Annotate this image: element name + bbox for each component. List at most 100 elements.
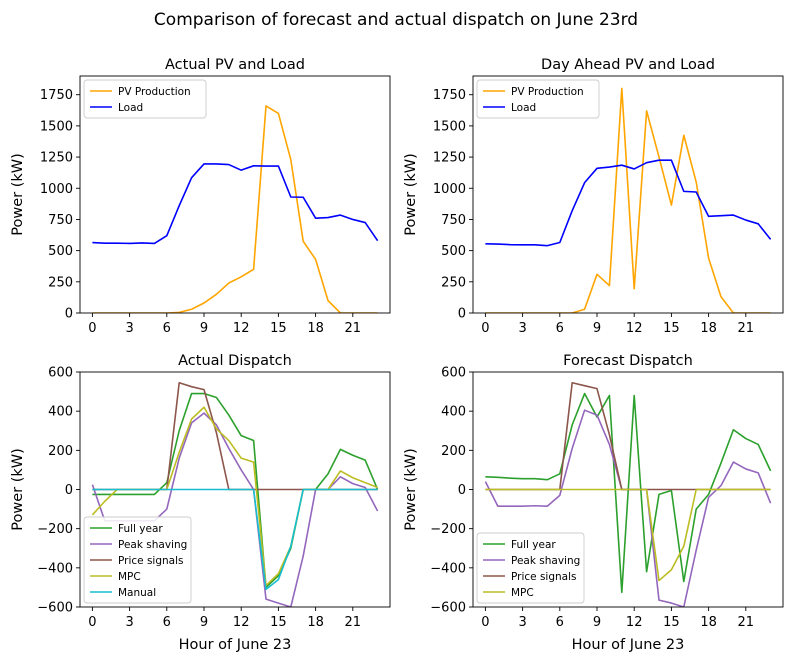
forecast-dispatch-ytick-label: 200 xyxy=(441,444,466,459)
actual-dispatch-legend-box xyxy=(83,516,192,604)
actual-dispatch-title: Actual Dispatch xyxy=(178,353,292,369)
actual-dispatch-chart: Actual Dispatch 0 3 6 9 12 15 18 21 −600 −400 −200 0… xyxy=(10,353,391,653)
actual-dispatch-ytick-label: −400 xyxy=(37,561,73,576)
day-ahead-pv-load-legend-label: Load xyxy=(511,102,536,114)
day-ahead-pv-load-ytick-label: 0 xyxy=(458,307,466,322)
forecast-dispatch-xtick-label: 15 xyxy=(663,615,680,630)
actual-pv-load-xtick-label: 6 xyxy=(163,321,171,336)
actual-pv-load-ylabel: Power (kW) xyxy=(10,153,26,236)
actual-pv-load-xtick-label: 18 xyxy=(307,321,324,336)
day-ahead-pv-load-chart: Day Ahead PV and Load 0 3 6 9 12 15 18 21 0 250 500… xyxy=(403,57,784,336)
actual-dispatch-ylabel: Power (kW) xyxy=(10,448,26,531)
day-ahead-pv-load-legend: PV Production Load xyxy=(476,79,600,119)
day-ahead-pv-load-xtick-label: 15 xyxy=(663,321,680,336)
actual-pv-load-series-group xyxy=(92,105,379,313)
day-ahead-pv-load-title: Day Ahead PV and Load xyxy=(541,57,715,73)
actual-dispatch-xtick-label: 15 xyxy=(270,615,287,630)
actual-pv-load-ytick-label: 250 xyxy=(48,275,73,290)
day-ahead-pv-load-xtick-label: 6 xyxy=(556,321,564,336)
forecast-dispatch-xtick-label: 12 xyxy=(626,615,643,630)
actual-dispatch-legend: Full year Peak shaving Price signals MPC Man… xyxy=(83,516,192,604)
forecast-dispatch-legend-label: Full year xyxy=(511,539,556,551)
actual-dispatch-legend-label: Price signals xyxy=(118,555,183,567)
actual-pv-load-ytick-label: 1250 xyxy=(40,151,73,166)
actual-pv-load-xtick-label: 12 xyxy=(233,321,250,336)
forecast-dispatch-legend-label: MPC xyxy=(511,587,534,599)
day-ahead-pv-load-xtick-label: 21 xyxy=(738,321,755,336)
actual-pv-load-title: Actual PV and Load xyxy=(165,57,305,73)
actual-pv-load-xtick-label: 21 xyxy=(345,321,362,336)
actual-dispatch-xtick-label: 9 xyxy=(200,615,208,630)
actual-dispatch-ytick-label: 200 xyxy=(48,444,73,459)
actual-pv-load-ytick-label: 1750 xyxy=(40,88,73,103)
forecast-dispatch-chart: Forecast Dispatch 0 3 6 9 12 15 18 21 −600 −400 −20… xyxy=(403,353,784,653)
actual-dispatch-xlabel: Hour of June 23 xyxy=(179,637,292,653)
actual-pv-load-xtick-label: 0 xyxy=(88,321,96,336)
actual-pv-load-chart: Actual PV and Load 0 3 6 9 12 15 18 21 0 250 500 750… xyxy=(10,57,391,336)
actual-dispatch-ytick-label: 600 xyxy=(48,366,73,381)
actual-dispatch-xtick-label: 0 xyxy=(88,615,96,630)
actual-dispatch-legend-label: MPC xyxy=(118,571,141,583)
actual-dispatch-xtick-label: 3 xyxy=(125,615,133,630)
forecast-dispatch-xtick-label: 21 xyxy=(738,615,755,630)
actual-pv-load-ytick-label: 0 xyxy=(65,307,73,322)
forecast-dispatch-xtick-label: 18 xyxy=(700,615,717,630)
actual-pv-load-ytick-label: 500 xyxy=(48,244,73,259)
day-ahead-pv-load-ytick-label: 500 xyxy=(441,244,466,259)
forecast-dispatch-xtick-label: 6 xyxy=(556,615,564,630)
day-ahead-pv-load-xtick-label: 12 xyxy=(626,321,643,336)
actual-dispatch-series-price-signals xyxy=(92,381,378,491)
actual-pv-load-frame xyxy=(79,75,391,314)
forecast-dispatch-xtick-label: 9 xyxy=(593,615,601,630)
forecast-dispatch-xtick-label: 0 xyxy=(481,615,489,630)
actual-pv-load-legend-box xyxy=(83,79,207,119)
day-ahead-pv-load-ytick-label: 1750 xyxy=(433,88,466,103)
forecast-dispatch-legend: Full year Peak shaving Price signals MPC xyxy=(476,532,585,604)
forecast-dispatch-ytick-label: 0 xyxy=(458,483,466,498)
actual-dispatch-legend-label: Full year xyxy=(118,523,163,535)
forecast-dispatch-ytick-label: 400 xyxy=(441,405,466,420)
forecast-dispatch-xtick-label: 3 xyxy=(518,615,526,630)
day-ahead-pv-load-ytick-label: 1500 xyxy=(433,119,466,134)
actual-pv-load-series-pv-production xyxy=(92,105,378,313)
actual-pv-load-xtick-label: 15 xyxy=(270,321,287,336)
day-ahead-pv-load-ytick-label: 750 xyxy=(441,213,466,228)
forecast-dispatch-series-group xyxy=(484,381,772,607)
actual-dispatch-ytick-label: 0 xyxy=(65,483,73,498)
forecast-dispatch-ytick-label: 600 xyxy=(441,366,466,381)
forecast-dispatch-ylabel: Power (kW) xyxy=(403,448,419,531)
day-ahead-pv-load-legend-box xyxy=(476,79,600,119)
chart-panels: Actual PV and Load 0 3 6 9 12 15 18 21 0 250 500 750… xyxy=(10,57,784,653)
actual-dispatch-ytick-label: −600 xyxy=(37,601,73,616)
forecast-dispatch-ytick-label: −400 xyxy=(430,561,466,576)
actual-dispatch-legend-label: Peak shaving xyxy=(118,539,187,551)
forecast-dispatch-series-full-year xyxy=(485,392,772,594)
actual-pv-load-legend: PV Production Load xyxy=(83,79,207,119)
actual-dispatch-ytick-label: −200 xyxy=(37,522,73,537)
forecast-dispatch-legend-label: Peak shaving xyxy=(511,555,580,567)
day-ahead-pv-load-ytick-label: 1250 xyxy=(433,151,466,166)
day-ahead-pv-load-ylabel: Power (kW) xyxy=(403,153,419,236)
day-ahead-pv-load-xtick-label: 3 xyxy=(518,321,526,336)
day-ahead-pv-load-series-pv-production xyxy=(485,87,771,313)
actual-pv-load-legend-label: Load xyxy=(118,102,143,114)
figure-title: Comparison of forecast and actual dispat… xyxy=(154,10,638,30)
forecast-dispatch-ytick-label: −600 xyxy=(430,601,466,616)
actual-pv-load-xtick-label: 9 xyxy=(200,321,208,336)
day-ahead-pv-load-frame xyxy=(472,75,784,314)
actual-pv-load-ytick-label: 1500 xyxy=(40,119,73,134)
actual-dispatch-xtick-label: 18 xyxy=(307,615,324,630)
actual-pv-load-legend-label: PV Production xyxy=(118,86,191,98)
actual-dispatch-xtick-label: 21 xyxy=(345,615,362,630)
day-ahead-pv-load-xtick-label: 9 xyxy=(593,321,601,336)
forecast-dispatch-series-mpc xyxy=(485,488,771,582)
day-ahead-pv-load-xtick-label: 18 xyxy=(700,321,717,336)
day-ahead-pv-load-series-load xyxy=(485,159,772,247)
forecast-dispatch-ytick-label: −200 xyxy=(430,522,466,537)
day-ahead-pv-load-ytick-label: 1000 xyxy=(433,182,466,197)
forecast-dispatch-xlabel: Hour of June 23 xyxy=(572,637,685,653)
day-ahead-pv-load-series-group xyxy=(485,87,772,313)
actual-dispatch-xtick-label: 12 xyxy=(233,615,250,630)
day-ahead-pv-load-xtick-label: 0 xyxy=(481,321,489,336)
